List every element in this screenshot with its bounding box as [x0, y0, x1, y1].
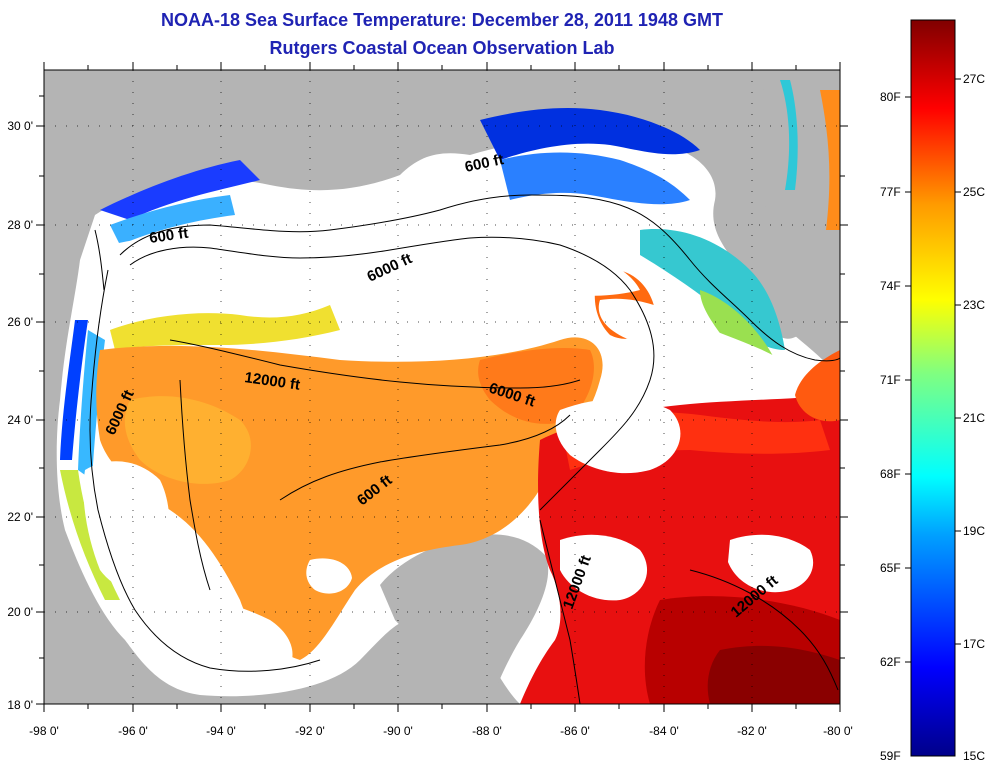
x-tick-label: -94 0' [206, 724, 236, 738]
florida-land [759, 70, 840, 339]
colorbar-f-label: 80F [880, 90, 901, 104]
y-tick-label: 22 0' [7, 510, 33, 524]
x-tick-label: -88 0' [472, 724, 502, 738]
temperature-colorbar [910, 19, 956, 757]
x-tick-label: -92 0' [295, 724, 325, 738]
colorbar-f-label: 74F [880, 279, 901, 293]
x-tick-label: -82 0' [737, 724, 767, 738]
colorbar-c-label: 21C [963, 411, 986, 425]
y-tick-label: 28 0' [7, 218, 33, 232]
map-title: NOAA-18 Sea Surface Temperature: Decembe… [161, 10, 723, 30]
colorbar-c-label: 25C [963, 185, 986, 199]
colorbar-c-label: 19C [963, 524, 986, 538]
contour-label: 600 ft [148, 225, 189, 247]
colorbar-c-label: 17C [963, 637, 986, 651]
colorbar-f-label: 62F [880, 655, 901, 669]
map-subtitle: Rutgers Coastal Ocean Observation Lab [269, 38, 615, 58]
x-tick-label: -96 0' [118, 724, 148, 738]
y-tick-label: 18 0' [7, 698, 33, 712]
y-tick-label: 30 0' [7, 119, 33, 133]
x-tick-label: -84 0' [649, 724, 679, 738]
y-tick-label: 20 0' [7, 605, 33, 619]
y-tick-label: 26 0' [7, 315, 33, 329]
x-tick-label: -80 0' [823, 724, 853, 738]
y-tick-label: 24 0' [7, 413, 33, 427]
colorbar-c-label: 27C [963, 72, 986, 86]
colorbar-c-label: 23C [963, 298, 986, 312]
x-tick-label: -90 0' [383, 724, 413, 738]
x-tick-label: -86 0' [560, 724, 590, 738]
yucatan-land [380, 534, 549, 704]
x-tick-label: -98 0' [29, 724, 59, 738]
colorbar-f-label: 71F [880, 373, 901, 387]
colorbar-f-label: 77F [880, 185, 901, 199]
colorbar-c-label: 15C [963, 749, 986, 763]
colorbar-f-label: 68F [880, 467, 901, 481]
colorbar-f-label: 65F [880, 561, 901, 575]
colorbar-f-label: 59F [880, 749, 901, 763]
